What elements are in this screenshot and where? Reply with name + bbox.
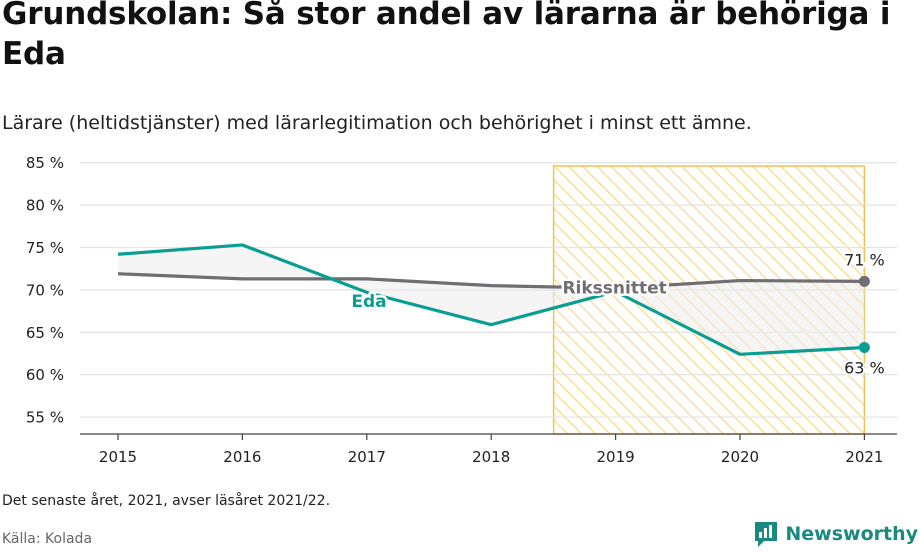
y-tick-label: 60 % (26, 366, 64, 384)
y-tick-label: 85 % (26, 154, 64, 172)
difference-area (118, 244, 865, 355)
x-tick-label: 2015 (99, 448, 137, 466)
x-axis: 2015 2016 2017 2018 2019 2020 2021 (80, 433, 897, 466)
rikssnittet-end-point (858, 275, 870, 287)
y-tick-label: 80 % (26, 197, 64, 215)
x-tick-label: 2016 (223, 448, 261, 466)
x-tick-label: 2021 (845, 448, 883, 466)
footnote: Det senaste året, 2021, avser läsåret 20… (2, 493, 331, 509)
eda-series-label: Eda (351, 292, 386, 312)
y-tick-label: 75 % (26, 239, 64, 257)
brand-name: Newsworthy (785, 523, 918, 545)
x-tick-label: 2020 (721, 448, 759, 466)
rikssnittet-line (117, 272, 865, 290)
x-tick-label: 2019 (597, 448, 635, 466)
series-lines (117, 243, 870, 356)
source-text: Källa: Kolada (2, 531, 93, 547)
chart-title: Grundskolan: Så stor andel av lärarna är… (2, 0, 891, 72)
y-tick-label: 70 % (26, 281, 64, 299)
eda-end-point (858, 342, 870, 354)
chart-subtitle: Lärare (heltidstjänster) med lärarlegiti… (2, 112, 752, 134)
eda-line (117, 243, 865, 356)
rikssnittet-series-label: Rikssnittet (562, 278, 666, 298)
x-tick-label: 2018 (472, 448, 510, 466)
rikssnittet-end-label: 71 % (844, 250, 885, 269)
series-labels: Eda Rikssnittet 71 % 63 % (349, 248, 887, 379)
newsworthy-logo-icon (755, 522, 778, 547)
eda-end-label: 63 % (844, 359, 885, 378)
y-tick-label: 65 % (26, 324, 64, 342)
y-tick-label: 55 % (26, 409, 64, 427)
line-chart: 55 %60 %65 %70 %75 %80 %85 % 2015 2016 201… (26, 154, 897, 466)
difference-fill (118, 244, 865, 355)
y-axis: 55 % 60 % 65 % 70 % 75 % 80 % 85 % (26, 154, 64, 426)
brand-logo: Newsworthy (753, 519, 918, 549)
x-tick-label: 2017 (348, 448, 386, 466)
